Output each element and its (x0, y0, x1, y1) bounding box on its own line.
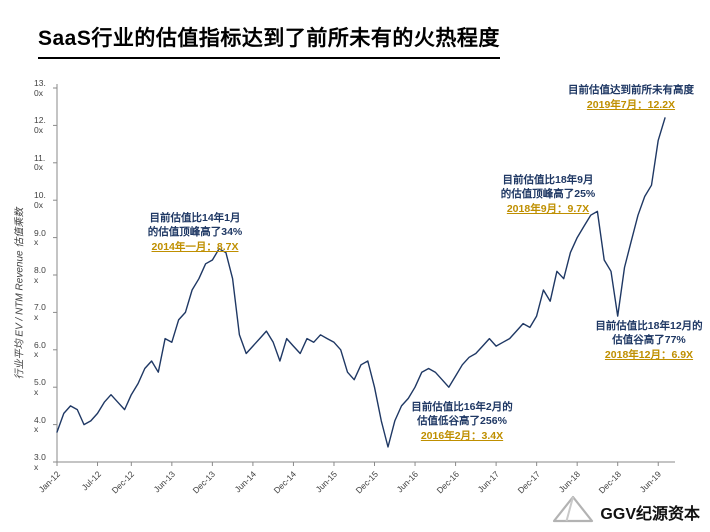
annotation-value: 2014年一月：8.7X (151, 240, 239, 253)
annotation-current-2019: 目前估值达到前所未有高度 2019年7月：12.2X (556, 84, 706, 113)
y-axis-title: 行业平均 EV / NTM Revenue 估值乘数 (14, 207, 26, 380)
annotation-text: 目前估值比18年9月 的估值顶峰高了25% (500, 174, 596, 200)
annotation-value: 2019年7月：12.2X (586, 98, 676, 111)
annotation-text: 目前估值比18年12月的 估值谷高了77% (595, 320, 703, 346)
brand-name: GGV纪源资本 (600, 505, 700, 523)
annotation-text: 目前估值达到前所未有高度 (568, 84, 694, 96)
annotation-text: 目前估值比14年1月 的估值顶峰高了34% (147, 212, 243, 238)
annotation-value: 2018年9月：9.7X (506, 202, 590, 215)
annotation-peak-2014: 目前估值比14年1月 的估值顶峰高了34% 2014年一月：8.7X (134, 212, 256, 255)
page-title: SaaS行业的估值指标达到了前所未有的火热程度 (38, 22, 500, 59)
annotation-value: 2016年2月：3.4X (420, 429, 504, 442)
ggv-triangle-logo-icon (552, 495, 594, 528)
annotation-value: 2018年12月：6.9X (604, 348, 694, 361)
annotation-trough-2016: 目前估值比16年2月的 估值低谷高了256% 2016年2月：3.4X (400, 401, 524, 444)
annotation-text: 目前估值比16年2月的 估值低谷高了256% (411, 401, 513, 427)
annotation-peak-2018: 目前估值比18年9月 的估值顶峰高了25% 2018年9月：9.7X (484, 174, 612, 217)
brand-footer: GGV纪源资本 (552, 495, 700, 528)
annotation-trough-2018: 目前估值比18年12月的 估值谷高了77% 2018年12月：6.9X (588, 320, 710, 363)
valuation-line (56, 117, 666, 448)
